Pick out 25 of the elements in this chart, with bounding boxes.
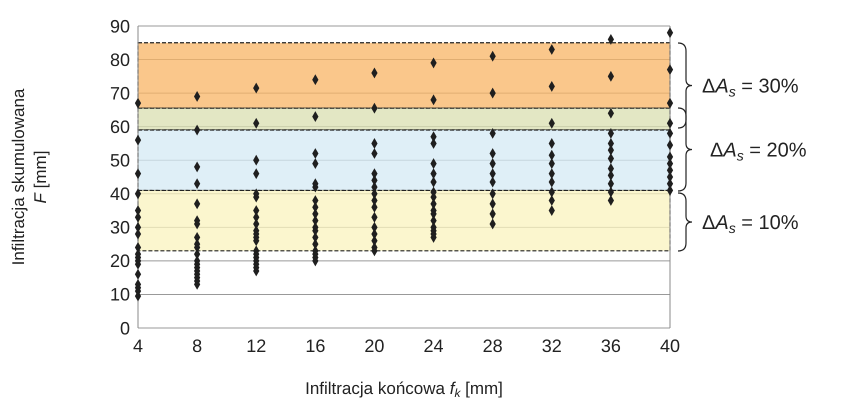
- x-tick-label: 8: [192, 336, 202, 356]
- y-tick-label: 60: [110, 116, 130, 137]
- x-tick-label: 40: [660, 336, 680, 356]
- text: ΔA$_{s}$ = 20%: [710, 140, 807, 163]
- x-axis-title: Infiltracja końcowa f$_{k}$ [mm]: [305, 379, 503, 400]
- y-tick-label: 80: [110, 50, 130, 70]
- y-tick-label: 30: [110, 218, 130, 238]
- x-tick-label: 12: [246, 336, 266, 356]
- x-tick-label: 16: [305, 336, 326, 356]
- y-tick-label: 10: [110, 284, 130, 305]
- x-tick-label: 28: [482, 336, 503, 356]
- y-tick-label: 50: [110, 150, 130, 171]
- x-tick-label: 24: [424, 336, 444, 356]
- y-tick-label: 40: [110, 184, 130, 204]
- y-tick-label: 0: [120, 318, 130, 338]
- y-tick-label: 20: [110, 251, 130, 272]
- text: ΔA$_{s}$ = 30%: [702, 76, 799, 99]
- x-tick-label: 20: [364, 336, 384, 356]
- y-tick-label: 90: [110, 16, 130, 36]
- text: ΔA$_{s}$ = 10%: [702, 212, 799, 236]
- y-tick-label: 70: [110, 83, 130, 104]
- y-axis-title: Infiltracja skumulowana F [mm]: [9, 88, 50, 266]
- x-tick-label: 32: [542, 336, 562, 356]
- x-tick-label: 4: [132, 336, 144, 356]
- x-tick-label: 36: [600, 336, 621, 356]
